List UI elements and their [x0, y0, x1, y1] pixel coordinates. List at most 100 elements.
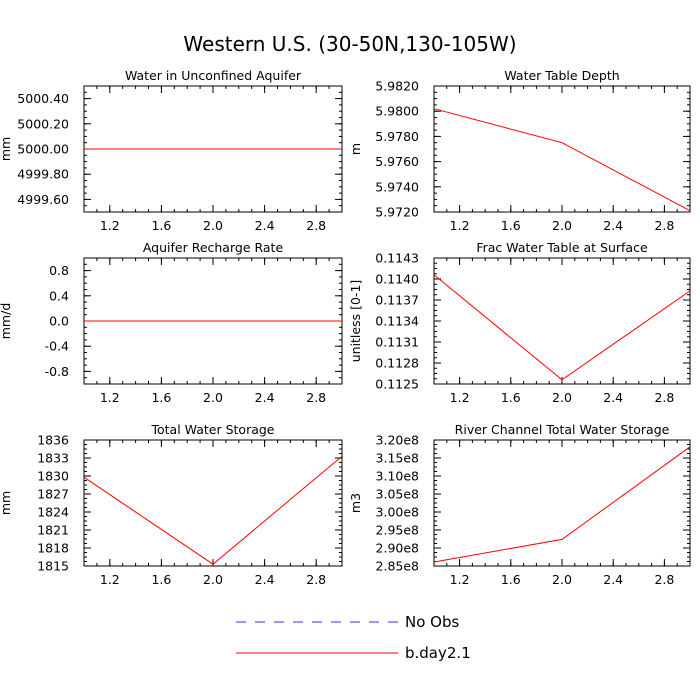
y-tick-label: 4999.60: [17, 192, 69, 207]
x-tick-label: 2.8: [654, 572, 674, 587]
y-tick-label: 0.1128: [375, 356, 419, 371]
x-tick-label: 1.6: [501, 218, 521, 233]
panel-title: Frac Water Table at Surface: [476, 240, 648, 255]
y-tick-label: 1827: [37, 487, 69, 502]
panel-6: River Channel Total Water Storage m3 1.2 1.…: [348, 422, 691, 587]
x-tick-label: 1.2: [450, 572, 470, 587]
panel-1: Water in Unconfined Aquifer mm 1.2 1.6 2.0 2.…: [0, 68, 343, 233]
x-tick-label: 2.4: [603, 218, 623, 233]
x-tick-label: 2.8: [654, 390, 674, 405]
y-tick-label: 3.15e8: [376, 451, 420, 466]
y-tick-label: 1815: [37, 559, 69, 574]
y-tick-label: 0.1137: [375, 293, 419, 308]
y-tick-label: 0.0: [49, 314, 69, 329]
y-tick-label: 5.9780: [375, 129, 419, 144]
y-tick-label: 5.9800: [375, 104, 419, 119]
panel-title: Aquifer Recharge Rate: [143, 240, 284, 255]
y-tick-label: 1833: [37, 451, 69, 466]
y-tick-label: 2.90e8: [376, 541, 420, 556]
x-tick-label: 2.0: [203, 390, 223, 405]
x-tick-label: 2.8: [306, 390, 326, 405]
figure-title: Western U.S. (30-50N,130-105W): [183, 32, 516, 56]
y-tick-label: 3.05e8: [376, 487, 420, 502]
plot-frame: [433, 257, 691, 385]
y-tick-label: 2.95e8: [376, 523, 420, 538]
x-tick-label: 1.2: [100, 218, 120, 233]
y-tick-label: 1824: [37, 505, 69, 520]
panel-4: Frac Water Table at Surface unitless [0-1…: [348, 240, 691, 405]
y-tick-label: 3.00e8: [376, 505, 420, 520]
x-tick-label: 2.0: [552, 572, 572, 587]
y-tick-label: 4999.80: [17, 167, 69, 182]
y-tick-label: 0.1131: [375, 335, 419, 350]
x-tick-label: 2.8: [306, 572, 326, 587]
plot-frame: [433, 85, 691, 213]
x-tick-label: 1.2: [100, 572, 120, 587]
legend: No Obs b.day2.1: [236, 613, 471, 662]
y-tick-label: 0.1134: [375, 314, 419, 329]
x-tick-label: 2.4: [255, 390, 275, 405]
x-tick-label: 2.0: [552, 390, 572, 405]
y-tick-label: 0.1140: [375, 272, 419, 287]
x-tick-label: 2.4: [255, 218, 275, 233]
x-tick-label: 2.0: [203, 572, 223, 587]
y-tick-label: 0.1125: [375, 377, 419, 392]
x-tick-label: 2.0: [203, 218, 223, 233]
plot-frame: [433, 439, 691, 567]
y-tick-label: 5000.40: [17, 91, 69, 106]
x-tick-label: 2.8: [654, 218, 674, 233]
x-tick-label: 1.2: [450, 218, 470, 233]
x-tick-label: 1.6: [501, 572, 521, 587]
y-tick-label: 0.8: [49, 263, 69, 278]
x-tick-label: 2.4: [603, 390, 623, 405]
y-tick-label: 5000.20: [17, 116, 69, 131]
series-line: [83, 455, 343, 565]
x-tick-label: 1.6: [151, 390, 171, 405]
legend-label: b.day2.1: [405, 644, 471, 662]
y-tick-label: 0.1143: [375, 251, 419, 266]
x-tick-label: 1.6: [501, 390, 521, 405]
x-tick-label: 1.6: [151, 572, 171, 587]
panel-title: River Channel Total Water Storage: [455, 422, 670, 437]
y-tick-label: 0.4: [49, 288, 69, 303]
panel-grid: Water in Unconfined Aquifer mm 1.2 1.6 2.0 2.…: [0, 68, 691, 587]
panel-title: Water Table Depth: [504, 68, 619, 83]
y-tick-label: 5.9820: [375, 79, 419, 94]
y-tick-label: 3.20e8: [376, 433, 420, 448]
series-line: [433, 108, 691, 212]
y-tick-label: 5.9740: [375, 179, 419, 194]
series-line: [433, 274, 691, 381]
legend-label: No Obs: [405, 613, 459, 631]
panel-2: Water Table Depth m 1.2 1.6 2.0 2.4 2.8 5.9720 5…: [348, 68, 691, 233]
y-tick-label: 5.9760: [375, 154, 419, 169]
x-tick-label: 2.0: [552, 218, 572, 233]
x-tick-label: 2.8: [306, 218, 326, 233]
x-tick-label: 1.2: [100, 390, 120, 405]
x-tick-label: 2.4: [603, 572, 623, 587]
y-tick-label: 5.9720: [375, 205, 419, 220]
x-tick-label: 1.2: [450, 390, 470, 405]
y-tick-label: -0.4: [45, 339, 69, 354]
panel-5: Total Water Storage mm 1.2 1.6 2.0 2.4 2.8 1815…: [0, 422, 343, 587]
series-line: [433, 446, 691, 563]
x-tick-label: 1.6: [151, 218, 171, 233]
y-tick-label: 1821: [37, 523, 69, 538]
y-tick-label: 1818: [37, 541, 69, 556]
y-axis-label: mm/d: [0, 303, 13, 340]
panel-title: Total Water Storage: [151, 422, 275, 437]
y-tick-label: 5000.00: [17, 142, 69, 157]
y-tick-label: 1830: [37, 469, 69, 484]
y-tick-label: -0.8: [45, 364, 69, 379]
y-tick-label: 3.10e8: [376, 469, 420, 484]
panel-title: Water in Unconfined Aquifer: [125, 68, 302, 83]
y-tick-label: 2.85e8: [376, 559, 420, 574]
panel-3: Aquifer Recharge Rate mm/d 1.2 1.6 2.0 2.4 2.8…: [0, 240, 343, 405]
y-axis-label: unitless [0-1]: [348, 280, 363, 363]
y-axis-label: m3: [348, 493, 363, 513]
y-tick-label: 1836: [37, 433, 69, 448]
y-axis-label: m: [348, 143, 363, 155]
y-axis-label: mm: [0, 137, 13, 161]
y-axis-label: mm: [0, 491, 13, 515]
x-tick-label: 2.4: [255, 572, 275, 587]
